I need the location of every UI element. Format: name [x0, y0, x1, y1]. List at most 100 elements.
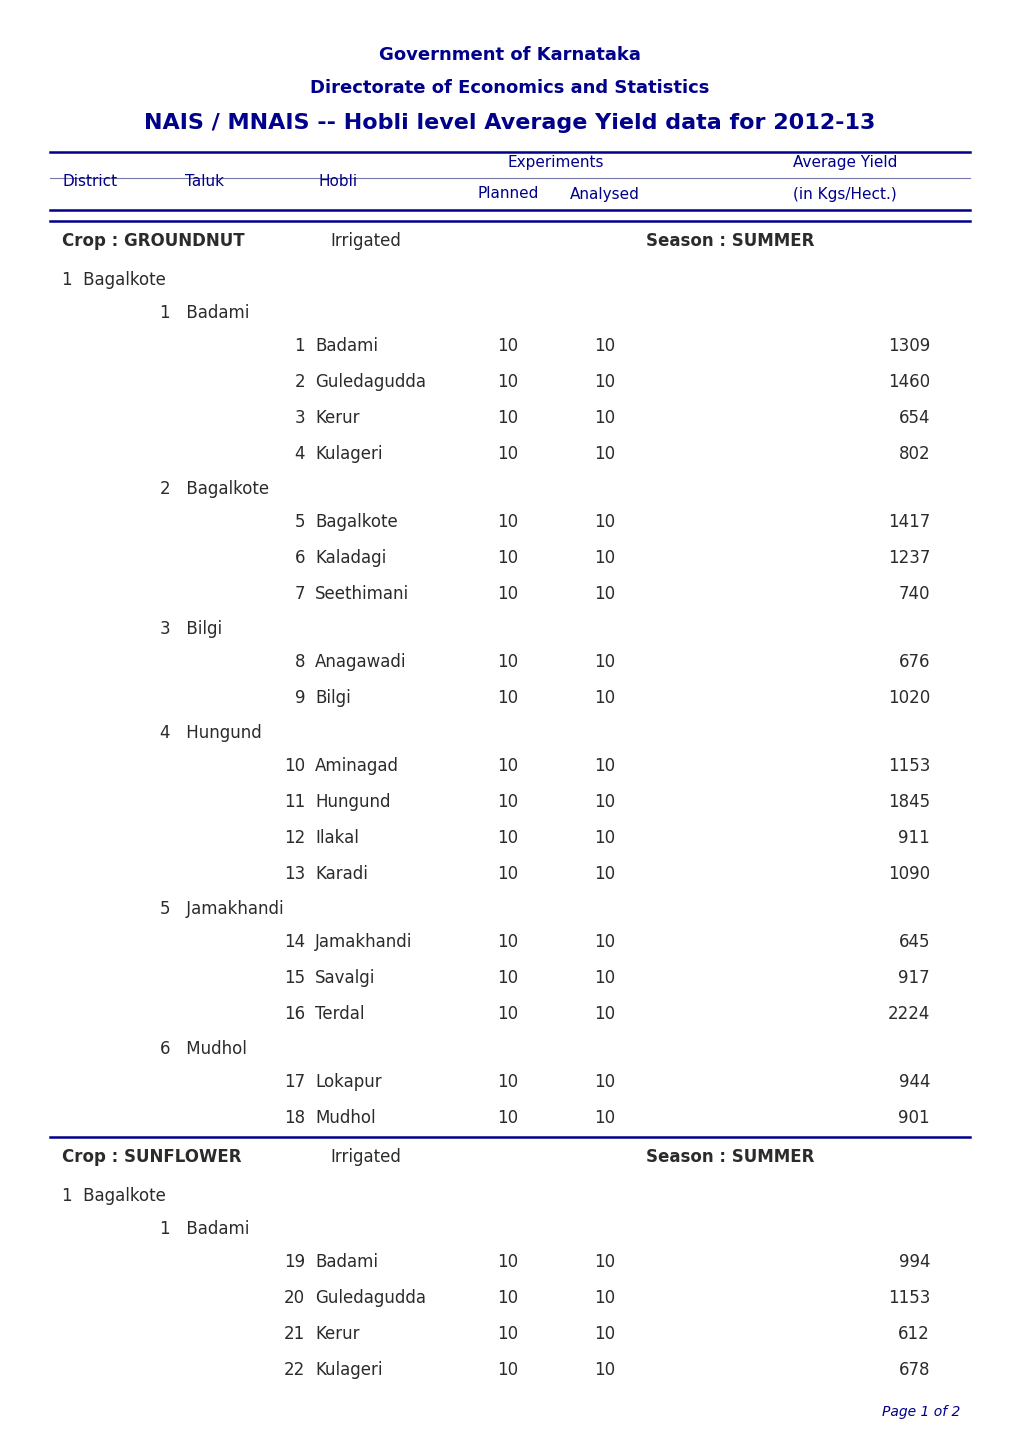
Text: 5: 5: [294, 513, 305, 531]
Text: 20: 20: [283, 1289, 305, 1306]
Text: 10: 10: [497, 933, 518, 950]
Text: Crop : SUNFLOWER: Crop : SUNFLOWER: [62, 1148, 242, 1167]
Text: 10: 10: [497, 585, 518, 603]
Text: 10: 10: [594, 653, 614, 671]
Text: 10: 10: [594, 829, 614, 846]
Text: Directorate of Economics and Statistics: Directorate of Economics and Statistics: [310, 79, 709, 97]
Text: Terdal: Terdal: [315, 1005, 364, 1022]
Text: NAIS / MNAIS -- Hobli level Average Yield data for 2012-13: NAIS / MNAIS -- Hobli level Average Yiel…: [144, 112, 875, 133]
Text: 12: 12: [283, 829, 305, 846]
Text: 21: 21: [283, 1325, 305, 1343]
Text: 10: 10: [594, 793, 614, 810]
Text: 15: 15: [283, 969, 305, 986]
Text: Planned: Planned: [477, 186, 538, 202]
Text: 10: 10: [594, 1005, 614, 1022]
Text: Ilakal: Ilakal: [315, 829, 359, 846]
Text: Lokapur: Lokapur: [315, 1073, 381, 1090]
Text: Page 1 of 2: Page 1 of 2: [880, 1405, 959, 1419]
Text: Government of Karnataka: Government of Karnataka: [379, 46, 640, 63]
Text: 10: 10: [594, 1325, 614, 1343]
Text: 10: 10: [497, 1325, 518, 1343]
Text: 645: 645: [898, 933, 929, 950]
Text: Bilgi: Bilgi: [315, 689, 351, 707]
Text: 2   Bagalkote: 2 Bagalkote: [160, 480, 269, 497]
Text: 1020: 1020: [887, 689, 929, 707]
Text: 10: 10: [497, 689, 518, 707]
Text: Average Yield: Average Yield: [792, 154, 897, 170]
Text: 8: 8: [294, 653, 305, 671]
Text: 10: 10: [594, 1253, 614, 1270]
Text: 10: 10: [497, 513, 518, 531]
Text: 10: 10: [497, 969, 518, 986]
Text: Kulageri: Kulageri: [315, 444, 382, 463]
Text: 740: 740: [898, 585, 929, 603]
Text: 10: 10: [594, 337, 614, 355]
Text: 10: 10: [497, 549, 518, 567]
Text: 1460: 1460: [887, 373, 929, 391]
Text: Badami: Badami: [315, 337, 378, 355]
Text: 10: 10: [594, 444, 614, 463]
Text: 13: 13: [283, 865, 305, 883]
Text: 10: 10: [594, 757, 614, 774]
Text: 4   Hungund: 4 Hungund: [160, 724, 262, 743]
Text: 654: 654: [898, 408, 929, 427]
Text: Kerur: Kerur: [315, 1325, 359, 1343]
Text: 917: 917: [898, 969, 929, 986]
Text: Karadi: Karadi: [315, 865, 368, 883]
Text: Hungund: Hungund: [315, 793, 390, 810]
Text: 10: 10: [594, 933, 614, 950]
Text: 10: 10: [594, 373, 614, 391]
Text: 1  Bagalkote: 1 Bagalkote: [62, 1187, 166, 1206]
Text: Season : SUMMER: Season : SUMMER: [645, 1148, 813, 1167]
Text: 2: 2: [294, 373, 305, 391]
Text: 18: 18: [283, 1109, 305, 1126]
Text: 1237: 1237: [887, 549, 929, 567]
Text: 3   Bilgi: 3 Bilgi: [160, 620, 222, 637]
Text: 10: 10: [594, 513, 614, 531]
Text: 901: 901: [898, 1109, 929, 1126]
Text: 10: 10: [497, 757, 518, 774]
Text: Mudhol: Mudhol: [315, 1109, 375, 1126]
Text: 944: 944: [898, 1073, 929, 1090]
Text: 9: 9: [294, 689, 305, 707]
Text: 10: 10: [594, 408, 614, 427]
Text: Kerur: Kerur: [315, 408, 359, 427]
Text: Kulageri: Kulageri: [315, 1361, 382, 1379]
Text: 10: 10: [497, 337, 518, 355]
Text: Guledagudda: Guledagudda: [315, 1289, 426, 1306]
Text: 10: 10: [497, 408, 518, 427]
Text: 10: 10: [594, 689, 614, 707]
Text: 6   Mudhol: 6 Mudhol: [160, 1040, 247, 1058]
Text: 10: 10: [283, 757, 305, 774]
Text: 6: 6: [294, 549, 305, 567]
Text: 10: 10: [594, 1073, 614, 1090]
Text: 22: 22: [283, 1361, 305, 1379]
Text: 10: 10: [594, 1109, 614, 1126]
Text: 1153: 1153: [887, 757, 929, 774]
Text: 10: 10: [594, 865, 614, 883]
Text: (in Kgs/Hect.): (in Kgs/Hect.): [793, 187, 896, 202]
Text: Kaladagi: Kaladagi: [315, 549, 386, 567]
Text: 10: 10: [594, 549, 614, 567]
Text: 10: 10: [497, 444, 518, 463]
Text: Guledagudda: Guledagudda: [315, 373, 426, 391]
Text: 1153: 1153: [887, 1289, 929, 1306]
Text: Crop : GROUNDNUT: Crop : GROUNDNUT: [62, 232, 245, 251]
Text: 1090: 1090: [887, 865, 929, 883]
Text: 1: 1: [294, 337, 305, 355]
Text: 4: 4: [294, 444, 305, 463]
Text: 2224: 2224: [887, 1005, 929, 1022]
Text: 19: 19: [283, 1253, 305, 1270]
Text: 802: 802: [898, 444, 929, 463]
Text: 3: 3: [294, 408, 305, 427]
Text: Irrigated: Irrigated: [330, 1148, 400, 1167]
Text: 10: 10: [497, 1289, 518, 1306]
Text: 10: 10: [497, 829, 518, 846]
Text: Anagawadi: Anagawadi: [315, 653, 407, 671]
Text: 678: 678: [898, 1361, 929, 1379]
Text: Irrigated: Irrigated: [330, 232, 400, 251]
Text: 1417: 1417: [887, 513, 929, 531]
Text: Savalgi: Savalgi: [315, 969, 375, 986]
Text: District: District: [62, 173, 117, 189]
Text: 994: 994: [898, 1253, 929, 1270]
